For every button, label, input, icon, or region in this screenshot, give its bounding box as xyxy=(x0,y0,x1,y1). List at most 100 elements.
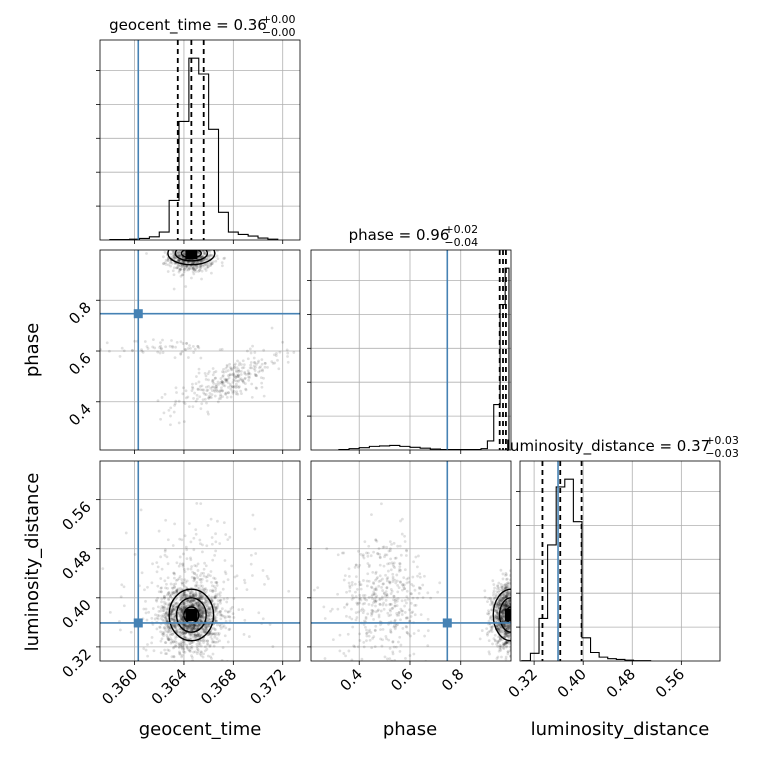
sample-point xyxy=(212,382,216,385)
sample-point xyxy=(373,628,377,632)
sample-point xyxy=(221,587,225,591)
sample-point xyxy=(514,643,517,646)
sample-point xyxy=(365,551,368,555)
sample-point xyxy=(189,567,193,571)
sample-point xyxy=(389,628,393,632)
sample-point xyxy=(316,586,320,590)
sample-point xyxy=(490,625,494,629)
sample-point xyxy=(194,633,198,637)
sample-point xyxy=(200,277,203,281)
sample-point xyxy=(194,532,198,536)
sample-point xyxy=(514,622,517,625)
sample-point xyxy=(358,596,362,600)
sample-point xyxy=(508,633,511,637)
sample-point xyxy=(520,612,523,615)
sample-point xyxy=(221,381,225,385)
contour-level-2 xyxy=(168,588,215,642)
sample-point xyxy=(236,392,240,396)
sample-point xyxy=(384,573,387,577)
sample-point xyxy=(404,554,408,557)
sample-point xyxy=(504,632,507,636)
sample-point xyxy=(215,613,219,616)
sample-point xyxy=(373,599,376,603)
sample-point xyxy=(199,607,203,611)
sample-point xyxy=(189,556,192,560)
sample-point xyxy=(169,612,173,616)
sample-point xyxy=(515,608,518,611)
sample-point xyxy=(522,590,525,593)
sample-point xyxy=(237,379,240,383)
sample-point xyxy=(203,242,206,245)
sample-point xyxy=(207,607,211,611)
sample-point xyxy=(169,641,173,645)
sample-point xyxy=(354,611,358,615)
sample-point xyxy=(171,624,175,627)
sample-point xyxy=(515,613,518,616)
sample-point xyxy=(504,634,507,638)
sample-point xyxy=(506,627,510,631)
sample-point xyxy=(386,562,390,566)
sample-point xyxy=(200,604,204,608)
sample-point xyxy=(402,587,406,591)
sample-point xyxy=(199,259,203,263)
sample-point xyxy=(195,624,199,628)
sample-point xyxy=(180,596,184,600)
sample-point xyxy=(185,342,189,345)
sample-point xyxy=(181,644,185,648)
density-peak xyxy=(185,250,198,260)
sample-point xyxy=(388,580,391,584)
sample-point xyxy=(207,613,211,616)
sample-point xyxy=(186,347,190,350)
sample-point xyxy=(342,551,346,555)
sample-point xyxy=(385,545,389,549)
sample-point xyxy=(505,602,508,605)
sample-point xyxy=(204,587,207,590)
sample-point xyxy=(275,352,278,355)
sample-point xyxy=(192,576,196,580)
sample-point xyxy=(378,598,382,602)
sample-point xyxy=(207,606,211,610)
sample-point xyxy=(171,592,175,596)
sample-point xyxy=(189,623,193,627)
sample-point xyxy=(502,614,505,618)
sample-point xyxy=(508,578,511,582)
sample-point xyxy=(215,390,219,393)
sample-point xyxy=(195,375,198,378)
sample-point xyxy=(159,586,163,590)
sample-point xyxy=(517,599,520,602)
sample-point xyxy=(514,629,517,632)
sample-point xyxy=(520,600,523,603)
sample-point xyxy=(504,632,508,636)
sample-point xyxy=(170,610,174,613)
sample-point xyxy=(499,582,503,586)
sample-point xyxy=(357,565,360,569)
sample-point xyxy=(198,634,202,638)
sample-point xyxy=(221,646,225,650)
sample-point xyxy=(186,567,190,571)
sample-point xyxy=(426,629,430,633)
sample-point xyxy=(165,607,169,611)
sample-point xyxy=(379,637,383,641)
sample-point xyxy=(195,601,198,605)
sample-point xyxy=(502,619,506,623)
sample-point xyxy=(209,605,213,609)
sample-point xyxy=(180,244,183,247)
sample-point xyxy=(497,586,501,590)
sample-point xyxy=(385,594,389,598)
sample-point xyxy=(371,597,374,601)
sample-point xyxy=(108,349,111,353)
grid-luminosity_distance xyxy=(520,461,720,661)
sample-point xyxy=(370,586,374,590)
sample-point xyxy=(214,370,218,373)
sample-point xyxy=(400,613,404,616)
sample-point xyxy=(501,572,505,576)
sample-point xyxy=(512,601,515,604)
title-text: geocent_time = 0.36 xyxy=(109,16,267,35)
sample-point xyxy=(199,618,202,622)
sample-point xyxy=(193,626,197,630)
sample-point xyxy=(190,244,193,247)
sample-point xyxy=(179,267,183,271)
sample-point xyxy=(216,623,219,627)
sample-point xyxy=(192,623,196,627)
